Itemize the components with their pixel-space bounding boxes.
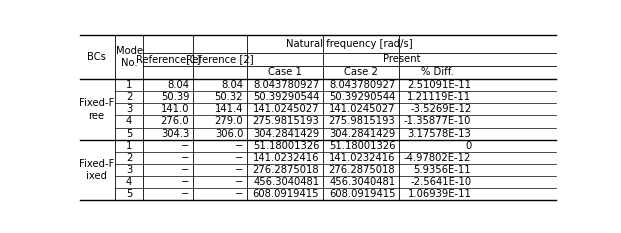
- Text: 5.9356E-11: 5.9356E-11: [414, 165, 471, 175]
- Text: 2: 2: [126, 92, 132, 102]
- Text: Fixed-F: Fixed-F: [79, 159, 114, 169]
- Text: Present: Present: [383, 54, 420, 64]
- Text: 8.04: 8.04: [167, 80, 189, 90]
- Text: 2.51091E-11: 2.51091E-11: [407, 80, 471, 90]
- Text: 51.18001326: 51.18001326: [329, 141, 396, 151]
- Text: 50.39290544: 50.39290544: [329, 92, 396, 102]
- Text: −: −: [235, 153, 243, 163]
- Text: Case 2: Case 2: [344, 68, 378, 77]
- Text: −: −: [181, 153, 189, 163]
- Text: −: −: [235, 177, 243, 187]
- Text: -3.5269E-12: -3.5269E-12: [410, 104, 471, 114]
- Text: 276.0: 276.0: [161, 116, 189, 127]
- Text: −: −: [181, 141, 189, 151]
- Text: ixed: ixed: [86, 171, 107, 181]
- Text: 3: 3: [126, 104, 132, 114]
- Text: BCs: BCs: [87, 52, 106, 62]
- Text: 5: 5: [126, 189, 132, 199]
- Text: 4: 4: [126, 177, 132, 187]
- Text: 4: 4: [126, 116, 132, 127]
- Text: 141.0232416: 141.0232416: [329, 153, 396, 163]
- Text: 2: 2: [126, 153, 132, 163]
- Text: -4.97802E-12: -4.97802E-12: [404, 153, 471, 163]
- Text: 1.21119E-11: 1.21119E-11: [407, 92, 471, 102]
- Text: 608.0919415: 608.0919415: [253, 189, 319, 199]
- Text: −: −: [181, 165, 189, 175]
- Text: Fixed-F: Fixed-F: [79, 98, 114, 108]
- Text: −: −: [235, 165, 243, 175]
- Text: 0: 0: [465, 141, 471, 151]
- Text: ree: ree: [88, 111, 104, 121]
- Text: 141.4: 141.4: [215, 104, 243, 114]
- Text: 3.17578E-13: 3.17578E-13: [407, 129, 471, 139]
- Text: 50.32: 50.32: [215, 92, 243, 102]
- Text: 50.39290544: 50.39290544: [253, 92, 319, 102]
- Text: −: −: [181, 189, 189, 199]
- Text: 50.39: 50.39: [161, 92, 189, 102]
- Text: 8.043780927: 8.043780927: [329, 80, 396, 90]
- Text: 141.0232416: 141.0232416: [253, 153, 319, 163]
- Text: 304.3: 304.3: [161, 129, 189, 139]
- Text: 608.0919415: 608.0919415: [329, 189, 396, 199]
- Text: 1: 1: [126, 80, 132, 90]
- Text: 141.0245027: 141.0245027: [253, 104, 319, 114]
- Text: 275.9815193: 275.9815193: [253, 116, 319, 127]
- Text: 5: 5: [126, 129, 132, 139]
- Text: Mode: Mode: [116, 46, 143, 56]
- Text: 279.0: 279.0: [215, 116, 243, 127]
- Text: −: −: [235, 189, 243, 199]
- Text: 275.9815193: 275.9815193: [329, 116, 396, 127]
- Text: -1.35877E-10: -1.35877E-10: [404, 116, 471, 127]
- Text: Case 1: Case 1: [268, 68, 302, 77]
- Text: 304.2841429: 304.2841429: [329, 129, 396, 139]
- Text: 8.043780927: 8.043780927: [253, 80, 319, 90]
- Text: 276.2875018: 276.2875018: [329, 165, 396, 175]
- Text: −: −: [181, 177, 189, 187]
- Text: % Diff.: % Diff.: [420, 68, 453, 77]
- Text: 141.0245027: 141.0245027: [329, 104, 396, 114]
- Text: 1.06939E-11: 1.06939E-11: [407, 189, 471, 199]
- Text: -2.5641E-10: -2.5641E-10: [410, 177, 471, 187]
- Text: Natural frequency [rad/s]: Natural frequency [rad/s]: [286, 39, 413, 49]
- Text: 1: 1: [126, 141, 132, 151]
- Text: 304.2841429: 304.2841429: [253, 129, 319, 139]
- Text: 51.18001326: 51.18001326: [253, 141, 319, 151]
- Text: 306.0: 306.0: [215, 129, 243, 139]
- Text: −: −: [235, 141, 243, 151]
- Text: 456.3040481: 456.3040481: [253, 177, 319, 187]
- Text: Reference[1]: Reference[1]: [136, 54, 201, 64]
- Text: 141.0: 141.0: [161, 104, 189, 114]
- Text: 456.3040481: 456.3040481: [329, 177, 396, 187]
- Text: 3: 3: [126, 165, 132, 175]
- Text: 276.2875018: 276.2875018: [253, 165, 319, 175]
- Text: No.: No.: [121, 58, 137, 69]
- Text: Reference [2]: Reference [2]: [186, 54, 254, 64]
- Text: 8.04: 8.04: [221, 80, 243, 90]
